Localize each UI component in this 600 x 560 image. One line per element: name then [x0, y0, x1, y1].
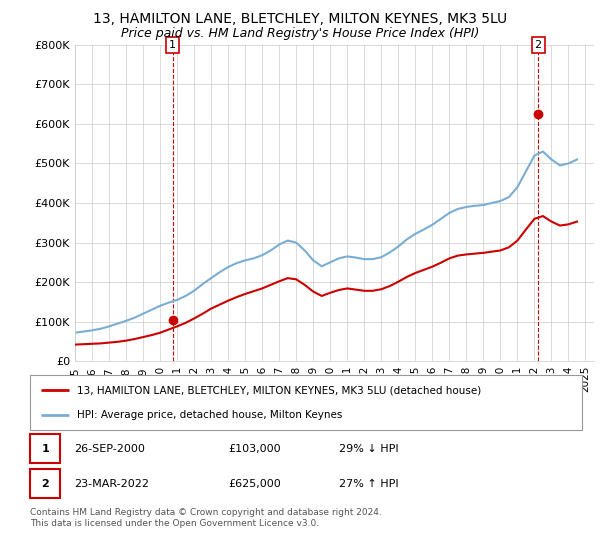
Text: 1: 1: [169, 40, 176, 50]
Text: 13, HAMILTON LANE, BLETCHLEY, MILTON KEYNES, MK3 5LU: 13, HAMILTON LANE, BLETCHLEY, MILTON KEY…: [93, 12, 507, 26]
Text: 23-MAR-2022: 23-MAR-2022: [74, 479, 149, 489]
Text: 26-SEP-2000: 26-SEP-2000: [74, 444, 145, 454]
Text: 29% ↓ HPI: 29% ↓ HPI: [339, 444, 399, 454]
Text: 27% ↑ HPI: 27% ↑ HPI: [339, 479, 399, 489]
Bar: [30, 469, 61, 498]
Text: 2: 2: [41, 479, 49, 489]
Text: Contains HM Land Registry data © Crown copyright and database right 2024.
This d: Contains HM Land Registry data © Crown c…: [30, 508, 382, 528]
Text: HPI: Average price, detached house, Milton Keynes: HPI: Average price, detached house, Milt…: [77, 410, 342, 420]
Bar: [30, 434, 61, 464]
Text: 2: 2: [535, 40, 542, 50]
Text: £625,000: £625,000: [229, 479, 281, 489]
Text: 13, HAMILTON LANE, BLETCHLEY, MILTON KEYNES, MK3 5LU (detached house): 13, HAMILTON LANE, BLETCHLEY, MILTON KEY…: [77, 385, 481, 395]
Text: Price paid vs. HM Land Registry's House Price Index (HPI): Price paid vs. HM Land Registry's House …: [121, 27, 479, 40]
Text: £103,000: £103,000: [229, 444, 281, 454]
Text: 1: 1: [41, 444, 49, 454]
